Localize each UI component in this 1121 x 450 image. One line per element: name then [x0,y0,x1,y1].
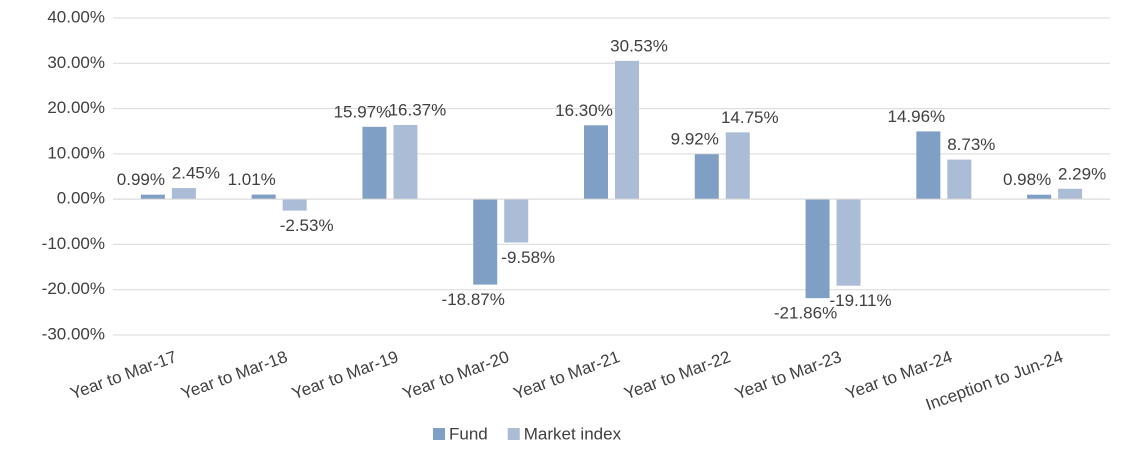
y-tick-label: -30.00% [42,324,105,343]
y-tick-label: 0.00% [57,189,105,208]
value-label: 16.30% [555,101,613,120]
bar [584,125,608,200]
bar [393,125,418,200]
bar [473,199,498,285]
bar [171,188,196,200]
value-label: -9.58% [501,248,555,267]
y-tick-label: -20.00% [42,279,105,298]
value-label: 1.01% [228,170,276,189]
x-tick-label: Year to Mar-23 [732,347,844,403]
x-tick-label: Year to Mar-18 [178,347,290,403]
legend-swatch [507,428,520,440]
value-label: 30.53% [610,36,668,55]
bar [916,131,941,200]
y-tick-label: 20.00% [47,98,105,117]
bar [836,199,861,286]
value-label: 2.45% [172,164,220,183]
bar [1058,188,1083,200]
bar [504,199,529,243]
bar [805,199,830,299]
value-label: 14.96% [887,107,945,126]
value-label: 15.97% [334,102,392,121]
x-tick-label: Year to Mar-19 [289,347,401,403]
bar [140,194,165,200]
bar [251,194,276,200]
x-tick-label: Year to Mar-20 [400,347,512,403]
value-label: 14.75% [721,108,779,127]
y-tick-label: -10.00% [42,234,105,253]
value-label: 0.98% [1003,170,1051,189]
legend-swatch [433,428,445,440]
value-label: 16.37% [389,100,447,119]
bar [947,159,972,200]
x-tick-label: Year to Mar-17 [68,347,180,403]
bar [615,60,639,200]
bar [282,199,307,211]
y-tick-label: 30.00% [47,53,105,72]
legend-label: Market index [524,424,622,443]
value-label: -18.87% [442,290,505,309]
bar [1027,194,1052,200]
value-label: -21.86% [774,304,837,323]
bar [725,132,750,200]
value-label: -2.53% [280,216,334,235]
x-tick-label: Year to Mar-21 [511,347,623,403]
value-label: 0.99% [117,170,165,189]
value-label: 2.29% [1058,164,1106,183]
y-tick-label: 10.00% [47,143,105,162]
bar [694,154,719,200]
value-label: 8.73% [947,135,995,154]
legend-label: Fund [449,424,488,443]
value-label: -19.11% [830,291,892,310]
bar [362,126,387,200]
x-tick-label: Year to Mar-22 [622,347,734,403]
y-tick-label: 40.00% [47,7,105,26]
value-label: 9.92% [671,130,719,149]
